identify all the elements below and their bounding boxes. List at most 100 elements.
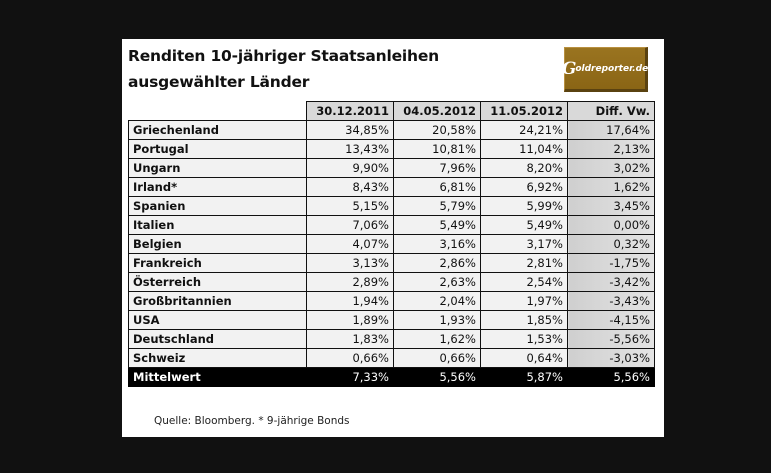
- country-cell: Ungarn: [128, 158, 307, 178]
- diff-cell: 0,32%: [567, 234, 655, 254]
- header-col-diff: Diff. Vw.: [567, 101, 655, 121]
- value-11-05-2012: 1,97%: [480, 291, 568, 311]
- value-11-05-2012: 24,21%: [480, 120, 568, 140]
- table-row: Ungarn 9,90% 7,96% 8,20% 3,02%: [128, 158, 655, 178]
- value-11-05-2012: 5,99%: [480, 196, 568, 216]
- country-cell: Irland*: [128, 177, 307, 197]
- value-11-05-2012: 6,92%: [480, 177, 568, 197]
- header-blank: [128, 101, 307, 121]
- diff-cell: -5,56%: [567, 329, 655, 349]
- country-cell: Griechenland: [128, 120, 307, 140]
- value-04-05-2012: 2,86%: [393, 253, 481, 273]
- header-col-2: 04.05.2012: [393, 101, 481, 121]
- diff-cell: -3,43%: [567, 291, 655, 311]
- value-30-12-2011: 7,06%: [306, 215, 394, 235]
- value-04-05-2012: 0,66%: [393, 348, 481, 368]
- bond-yield-table: 30.12.2011 04.05.2012 11.05.2012 Diff. V…: [128, 101, 655, 387]
- value-04-05-2012: 20,58%: [393, 120, 481, 140]
- value-04-05-2012: 10,81%: [393, 139, 481, 159]
- table-card: Renditen 10-jähriger Staatsanleihen ausg…: [122, 39, 664, 437]
- country-cell: Frankreich: [128, 253, 307, 273]
- country-cell: Österreich: [128, 272, 307, 292]
- table-row: Griechenland 34,85% 20,58% 24,21% 17,64%: [128, 120, 655, 140]
- country-cell: Belgien: [128, 234, 307, 254]
- average-v1: 7,33%: [306, 367, 394, 387]
- value-11-05-2012: 0,64%: [480, 348, 568, 368]
- value-11-05-2012: 2,54%: [480, 272, 568, 292]
- country-cell: Spanien: [128, 196, 307, 216]
- diff-cell: 3,45%: [567, 196, 655, 216]
- diff-cell: 17,64%: [567, 120, 655, 140]
- table-row: Schweiz 0,66% 0,66% 0,64% -3,03%: [128, 348, 655, 368]
- table-row: Irland* 8,43% 6,81% 6,92% 1,62%: [128, 177, 655, 197]
- value-30-12-2011: 34,85%: [306, 120, 394, 140]
- value-30-12-2011: 4,07%: [306, 234, 394, 254]
- average-row: Mittelwert 7,33% 5,56% 5,87% 5,56%: [128, 367, 655, 387]
- table-row: Belgien 4,07% 3,16% 3,17% 0,32%: [128, 234, 655, 254]
- value-11-05-2012: 3,17%: [480, 234, 568, 254]
- value-30-12-2011: 1,89%: [306, 310, 394, 330]
- value-04-05-2012: 1,93%: [393, 310, 481, 330]
- value-11-05-2012: 1,53%: [480, 329, 568, 349]
- value-11-05-2012: 8,20%: [480, 158, 568, 178]
- value-30-12-2011: 13,43%: [306, 139, 394, 159]
- average-v3: 5,87%: [480, 367, 568, 387]
- diff-cell: -3,03%: [567, 348, 655, 368]
- table-row: Österreich 2,89% 2,63% 2,54% -3,42%: [128, 272, 655, 292]
- value-30-12-2011: 0,66%: [306, 348, 394, 368]
- title-line-2: ausgewählter Länder: [128, 73, 310, 91]
- table-row: Italien 7,06% 5,49% 5,49% 0,00%: [128, 215, 655, 235]
- country-cell: Schweiz: [128, 348, 307, 368]
- country-cell: Portugal: [128, 139, 307, 159]
- value-04-05-2012: 5,49%: [393, 215, 481, 235]
- diff-cell: 3,02%: [567, 158, 655, 178]
- source-note: Quelle: Bloomberg. * 9-jährige Bonds: [154, 415, 350, 427]
- header-col-1: 30.12.2011: [306, 101, 394, 121]
- value-30-12-2011: 1,83%: [306, 329, 394, 349]
- average-diff: 5,56%: [567, 367, 655, 387]
- table-row: Deutschland 1,83% 1,62% 1,53% -5,56%: [128, 329, 655, 349]
- diff-cell: -1,75%: [567, 253, 655, 273]
- value-30-12-2011: 3,13%: [306, 253, 394, 273]
- goldreporter-logo: G oldreporter.de: [561, 47, 649, 92]
- value-04-05-2012: 6,81%: [393, 177, 481, 197]
- logo-text: oldreporter.de: [575, 63, 649, 74]
- value-30-12-2011: 9,90%: [306, 158, 394, 178]
- table-row: Frankreich 3,13% 2,86% 2,81% -1,75%: [128, 253, 655, 273]
- diff-cell: 1,62%: [567, 177, 655, 197]
- table-row: Spanien 5,15% 5,79% 5,99% 3,45%: [128, 196, 655, 216]
- average-label: Mittelwert: [128, 367, 307, 387]
- value-04-05-2012: 3,16%: [393, 234, 481, 254]
- header-col-3: 11.05.2012: [480, 101, 568, 121]
- diff-cell: 2,13%: [567, 139, 655, 159]
- diff-cell: -4,15%: [567, 310, 655, 330]
- header-row: 30.12.2011 04.05.2012 11.05.2012 Diff. V…: [128, 101, 655, 121]
- table-row: Großbritannien 1,94% 2,04% 1,97% -3,43%: [128, 291, 655, 311]
- value-04-05-2012: 2,04%: [393, 291, 481, 311]
- country-cell: Italien: [128, 215, 307, 235]
- value-11-05-2012: 2,81%: [480, 253, 568, 273]
- country-cell: Großbritannien: [128, 291, 307, 311]
- diff-cell: 0,00%: [567, 215, 655, 235]
- page-title: Renditen 10-jähriger Staatsanleihen ausg…: [128, 43, 439, 95]
- table-body: Griechenland 34,85% 20,58% 24,21% 17,64% Port…: [128, 120, 655, 368]
- country-cell: Deutschland: [128, 329, 307, 349]
- title-line-1: Renditen 10-jähriger Staatsanleihen: [128, 47, 439, 65]
- value-11-05-2012: 1,85%: [480, 310, 568, 330]
- value-04-05-2012: 5,79%: [393, 196, 481, 216]
- value-30-12-2011: 5,15%: [306, 196, 394, 216]
- value-30-12-2011: 2,89%: [306, 272, 394, 292]
- country-cell: USA: [128, 310, 307, 330]
- value-30-12-2011: 8,43%: [306, 177, 394, 197]
- value-04-05-2012: 7,96%: [393, 158, 481, 178]
- average-v2: 5,56%: [393, 367, 481, 387]
- value-11-05-2012: 5,49%: [480, 215, 568, 235]
- value-04-05-2012: 1,62%: [393, 329, 481, 349]
- value-04-05-2012: 2,63%: [393, 272, 481, 292]
- diff-cell: -3,42%: [567, 272, 655, 292]
- value-30-12-2011: 1,94%: [306, 291, 394, 311]
- table-row: USA 1,89% 1,93% 1,85% -4,15%: [128, 310, 655, 330]
- table-row: Portugal 13,43% 10,81% 11,04% 2,13%: [128, 139, 655, 159]
- logo-glyph: G: [561, 58, 577, 79]
- value-11-05-2012: 11,04%: [480, 139, 568, 159]
